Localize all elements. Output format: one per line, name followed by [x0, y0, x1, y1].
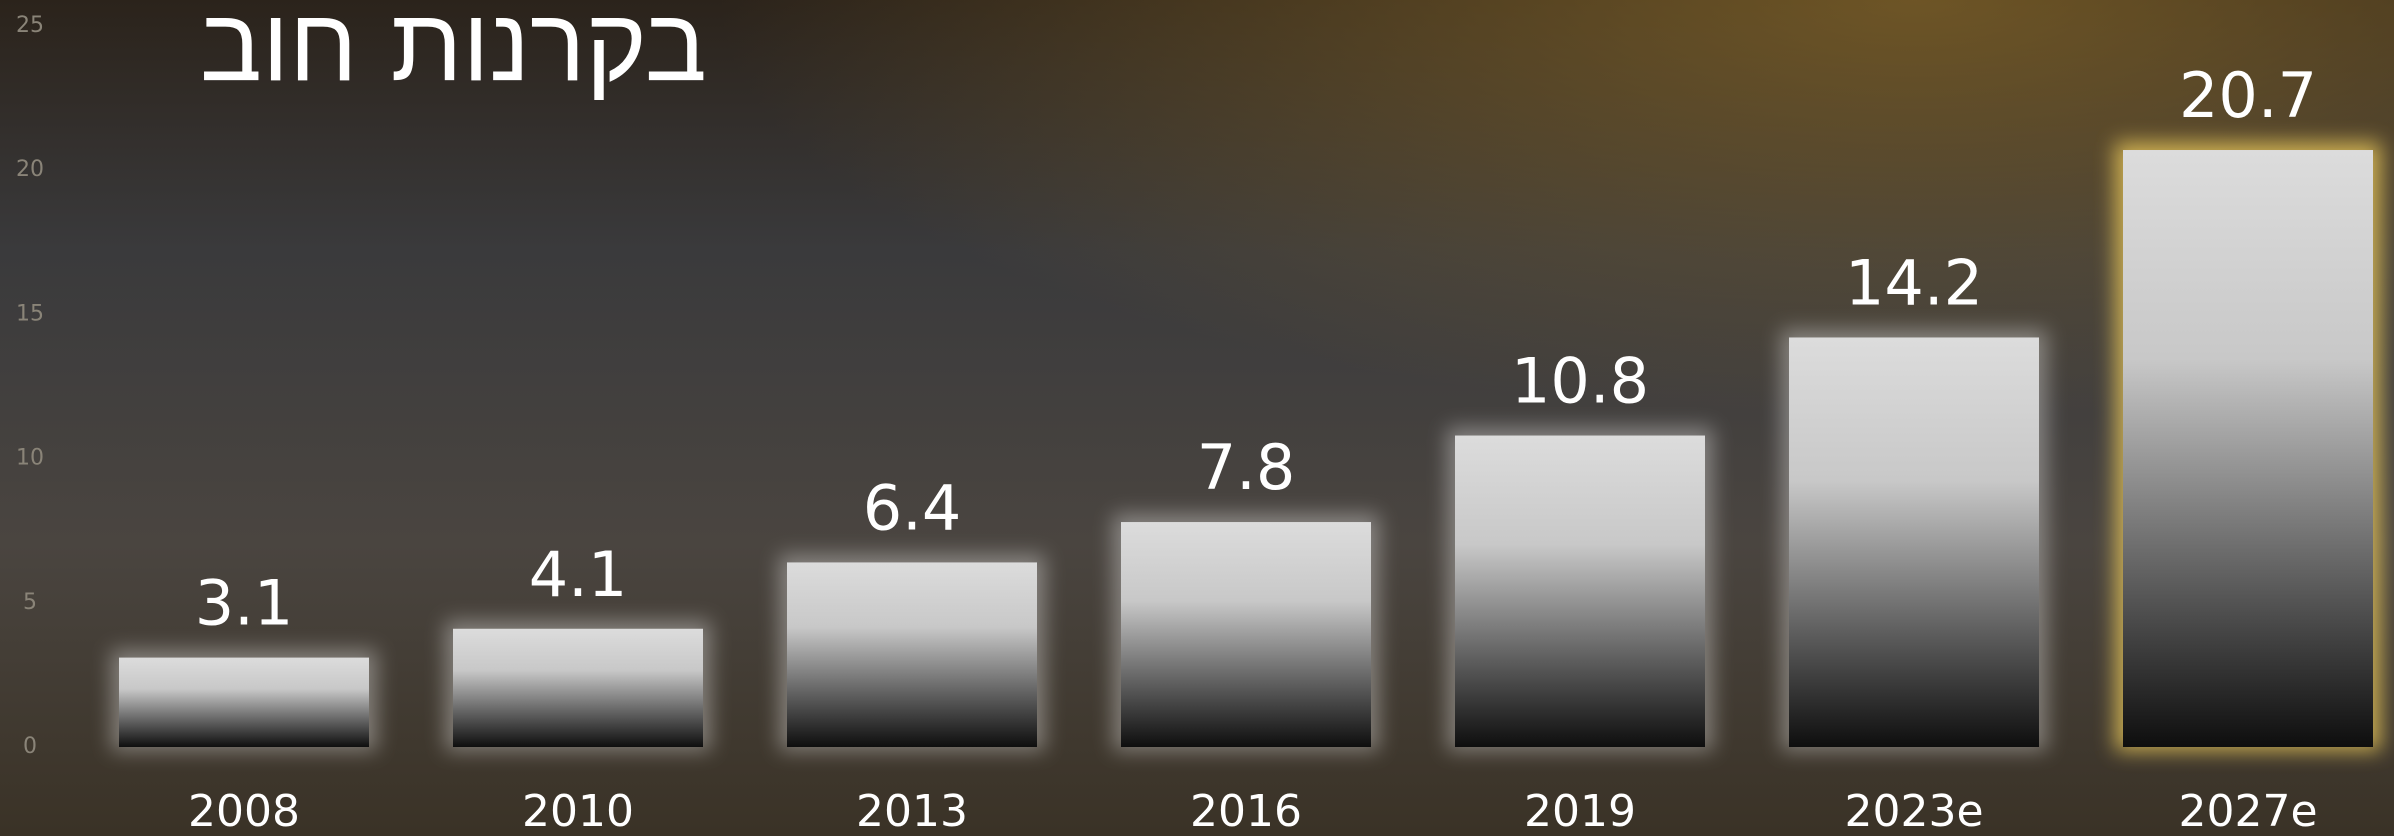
x-tick-label: 2019 — [1524, 786, 1636, 836]
x-tick-label: 2008 — [188, 786, 300, 836]
x-tick-label: 2010 — [522, 786, 634, 836]
bar — [787, 562, 1037, 747]
y-tick-label: 10 — [16, 446, 44, 471]
bar — [1789, 337, 2039, 747]
value-label: 14.2 — [1845, 247, 1983, 320]
value-label: 10.8 — [1511, 345, 1649, 418]
y-tick-label: 0 — [23, 734, 37, 759]
value-label: 3.1 — [195, 567, 294, 640]
bar — [119, 657, 369, 747]
bar — [453, 628, 703, 747]
y-tick-label: 25 — [16, 13, 44, 38]
bar — [1455, 435, 1705, 747]
x-tick-label: 2016 — [1190, 786, 1302, 836]
x-tick-label: 2023e — [1844, 786, 1983, 836]
bar — [2123, 150, 2373, 748]
y-tick-label: 15 — [16, 301, 44, 326]
chart-title: בקרנות חוב — [200, 0, 707, 105]
value-label: 7.8 — [1197, 431, 1296, 504]
y-tick-label: 20 — [16, 157, 44, 182]
value-label: 20.7 — [2179, 59, 2317, 132]
x-tick-label: 2027e — [2178, 786, 2317, 836]
value-label: 6.4 — [863, 472, 962, 545]
y-tick-label: 5 — [23, 590, 37, 615]
x-tick-label: 2013 — [856, 786, 968, 836]
bar — [1121, 522, 1371, 747]
value-label: 4.1 — [529, 538, 628, 611]
